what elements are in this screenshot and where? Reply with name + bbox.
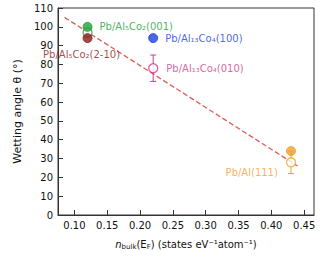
svg-text:0.15: 0.15 <box>96 220 118 231</box>
svg-text:70: 70 <box>40 78 53 89</box>
svg-text:50: 50 <box>40 115 53 126</box>
svg-text:0.45: 0.45 <box>293 220 315 231</box>
svg-text:(E: (E <box>136 239 146 250</box>
svg-text:0.10: 0.10 <box>63 220 85 231</box>
svg-text:30: 30 <box>40 153 53 164</box>
svg-text:10: 10 <box>40 191 53 202</box>
svg-text:Pb/Al₅Co₂(001): Pb/Al₅Co₂(001) <box>100 21 173 32</box>
svg-text:0.40: 0.40 <box>260 220 282 231</box>
svg-text:0.20: 0.20 <box>129 220 151 231</box>
svg-text:) (states eV⁻¹atom⁻¹): ) (states eV⁻¹atom⁻¹) <box>151 239 257 250</box>
svg-text:Pb/Al₁₃Co₄(010): Pb/Al₁₃Co₄(010) <box>166 63 243 74</box>
svg-text:0: 0 <box>47 210 53 221</box>
svg-text:80: 80 <box>40 59 53 70</box>
svg-text:100: 100 <box>34 21 53 32</box>
svg-text:60: 60 <box>40 97 53 108</box>
svg-text:0.25: 0.25 <box>162 220 184 231</box>
svg-text:Pb/Al(111): Pb/Al(111) <box>226 167 278 178</box>
svg-text:90: 90 <box>40 40 53 52</box>
svg-text:0.30: 0.30 <box>195 220 217 231</box>
svg-text:F: F <box>146 242 151 251</box>
svg-text:n: n <box>115 239 122 250</box>
svg-text:bulk: bulk <box>122 243 138 251</box>
svg-text:Pb/Al₅Co₂(2-10): Pb/Al₅Co₂(2-10) <box>43 49 120 60</box>
svg-text:Pb/Al₁₃Co₄(100): Pb/Al₁₃Co₄(100) <box>165 33 242 44</box>
svg-text:20: 20 <box>40 172 53 183</box>
svg-text:0.35: 0.35 <box>227 220 249 231</box>
svg-text:110: 110 <box>34 3 53 14</box>
svg-text:40: 40 <box>40 134 53 145</box>
svg-text:Wetting angle θ (°): Wetting angle θ (°) <box>11 59 24 163</box>
